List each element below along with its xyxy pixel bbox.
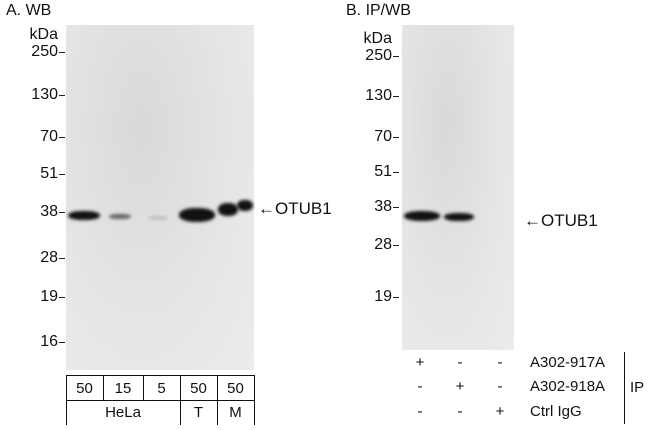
- sample-cell: HeLa: [105, 404, 141, 421]
- marker-label: 51: [40, 165, 58, 182]
- ip-sign: +: [495, 403, 505, 420]
- marker-tick: [393, 297, 399, 298]
- kda-label: kDa: [29, 26, 58, 43]
- marker-label: 19: [40, 288, 58, 305]
- blot-b: [402, 25, 514, 350]
- marker-label: 16: [40, 333, 58, 350]
- amount-cell: 5: [157, 380, 166, 397]
- amount-cell: 15: [114, 380, 132, 397]
- target-label-a: ←OTUB1: [258, 199, 332, 218]
- marker-label: 38: [374, 198, 392, 215]
- ip-sign: -: [497, 354, 503, 371]
- marker-tick: [59, 212, 65, 213]
- target-label-b: ←OTUB1: [524, 211, 598, 230]
- panel-b-title: B. IP/WB: [346, 2, 411, 19]
- marker-label: 250: [365, 47, 392, 64]
- marker-tick: [59, 297, 65, 298]
- marker-tick: [59, 52, 65, 53]
- target-name: OTUB1: [275, 199, 332, 218]
- ip-sign: +: [415, 354, 425, 371]
- ip-antibody-label: A302-918A: [530, 378, 606, 395]
- marker-tick: [59, 258, 65, 259]
- ip-sign: -: [497, 378, 503, 395]
- ip-sign: +: [455, 378, 465, 395]
- ip-antibody-label: Ctrl IgG: [530, 403, 582, 420]
- marker-label: 38: [40, 203, 58, 220]
- blot-a: [66, 25, 254, 370]
- marker-tick: [393, 172, 399, 173]
- marker-tick: [59, 342, 65, 343]
- marker-tick: [393, 207, 399, 208]
- marker-tick: [393, 56, 399, 57]
- amount-cell: 50: [76, 380, 93, 397]
- ip-sign: -: [417, 403, 423, 420]
- marker-label: 130: [31, 86, 58, 103]
- marker-tick: [393, 96, 399, 97]
- amount-cell: 50: [227, 380, 244, 397]
- ip-sign: -: [457, 403, 463, 420]
- amount-cell: 50: [190, 380, 207, 397]
- marker-tick: [59, 174, 65, 175]
- ip-antibody-label: A302-917A: [530, 354, 606, 371]
- marker-label: 19: [374, 288, 392, 305]
- sample-cell: M: [229, 404, 242, 421]
- ip-sign: -: [457, 354, 463, 371]
- ip-label: IP: [630, 379, 645, 396]
- marker-label: 250: [31, 43, 58, 60]
- marker-label: 28: [40, 249, 58, 266]
- kda-label: kDa: [363, 30, 392, 47]
- sample-cell: T: [193, 404, 204, 421]
- ip-sign: -: [417, 378, 423, 395]
- marker-label: 51: [374, 163, 392, 180]
- marker-tick: [393, 245, 399, 246]
- marker-label: 70: [374, 128, 392, 145]
- marker-tick: [393, 137, 399, 138]
- marker-label: 70: [40, 128, 58, 145]
- panel-a-title: A. WB: [6, 2, 52, 19]
- target-name: OTUB1: [541, 211, 598, 230]
- marker-label: 28: [374, 236, 392, 253]
- marker-tick: [59, 95, 65, 96]
- marker-tick: [59, 137, 65, 138]
- marker-label: 130: [365, 87, 392, 104]
